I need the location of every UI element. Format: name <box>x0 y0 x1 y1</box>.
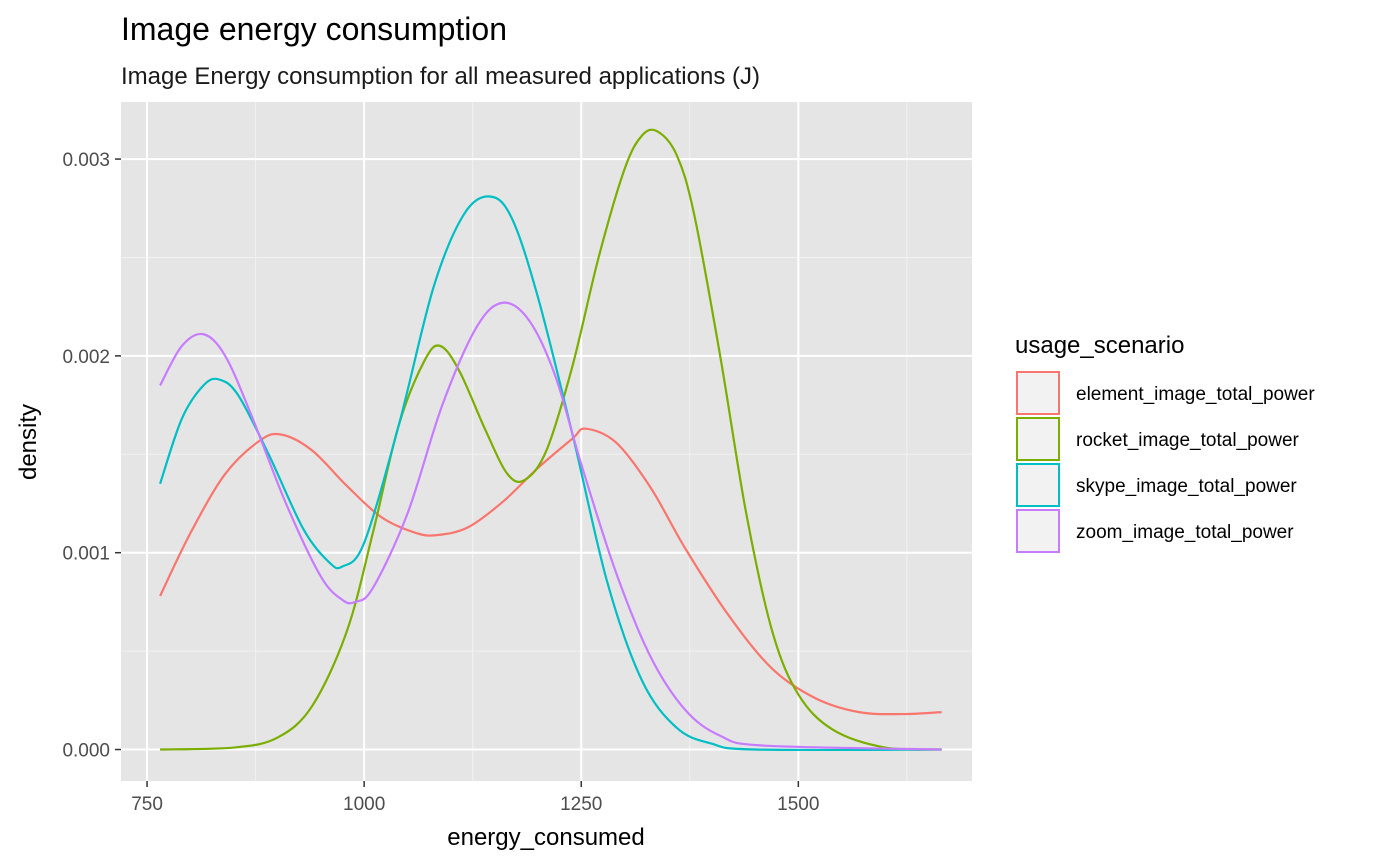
x-axis: 750 1000 1250 1500 <box>131 781 819 815</box>
y-axis-title: density <box>15 404 42 480</box>
series-line-zoom_image_total_power <box>159 301 942 751</box>
series-layer <box>159 128 942 752</box>
minor-gridlines <box>121 102 972 781</box>
x-axis-title: energy_consumed <box>447 824 644 851</box>
legend-key-zoom_image_total_power <box>1016 509 1060 553</box>
y-tick-label: 0.000 <box>62 741 110 762</box>
legend-label-rocket_image_total_power: rocket_image_total_power <box>1076 430 1300 451</box>
legend-label-zoom_image_total_power: zoom_image_total_power <box>1076 522 1294 543</box>
series-line-skype_image_total_power <box>159 195 942 752</box>
y-tick-label: 0.001 <box>62 544 110 565</box>
y-axis: 0.000 0.001 0.002 0.003 <box>62 150 121 762</box>
plot-panel <box>121 102 972 781</box>
y-tick-label: 0.003 <box>62 150 110 171</box>
chart-subtitle: Image Energy consumption for all measure… <box>121 63 760 90</box>
series-line-rocket_image_total_power <box>160 128 942 751</box>
legend-title: usage_scenario <box>1015 332 1184 359</box>
x-tick-label: 1250 <box>560 794 602 815</box>
legend-label-element_image_total_power: element_image_total_power <box>1076 384 1315 405</box>
series-line-element_image_total_power <box>159 427 942 716</box>
x-tick-label: 1000 <box>343 794 385 815</box>
chart-title: Image energy consumption <box>121 11 507 47</box>
legend-key-skype_image_total_power <box>1016 463 1060 507</box>
x-tick-label: 1500 <box>777 794 819 815</box>
legend: element_image_total_power rocket_image_to… <box>1016 371 1315 553</box>
legend-label-skype_image_total_power: skype_image_total_power <box>1076 476 1297 497</box>
legend-key-element_image_total_power <box>1016 371 1060 415</box>
legend-key-rocket_image_total_power <box>1016 417 1060 461</box>
y-tick-label: 0.002 <box>62 347 110 368</box>
x-tick-label: 750 <box>131 794 163 815</box>
